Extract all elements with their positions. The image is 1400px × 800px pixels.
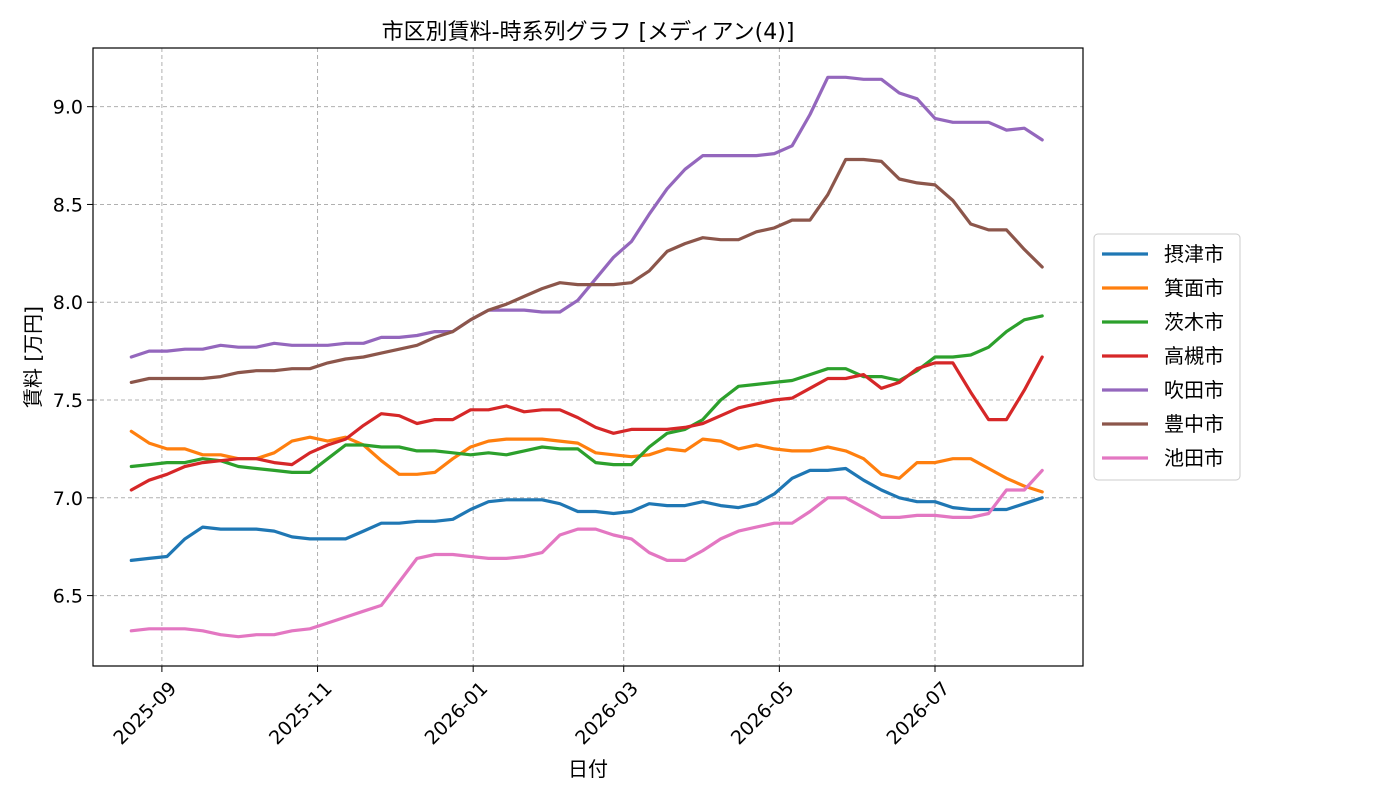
legend-label: 高槻市	[1164, 344, 1224, 368]
x-tick-label: 2026-03	[571, 678, 643, 750]
series-line-2	[129, 429, 1044, 494]
x-axis-ticks: 2025-09 2025-11 2026-01 2026-03 2026-05 2026-…	[109, 666, 954, 749]
legend-label: 吹田市	[1164, 378, 1224, 402]
grid	[93, 48, 1083, 666]
plot-frame	[92, 47, 1084, 667]
series-line-7	[129, 468, 1044, 639]
y-axis-ticks: 6.5 7.0 7.5 8.0 8.5 9.0	[53, 97, 93, 608]
y-axis-label: 賃料 [万円]	[21, 306, 45, 408]
y-tick-label: 7.5	[53, 390, 83, 412]
legend-label: 箕面市	[1164, 276, 1224, 300]
legend-label: 摂津市	[1164, 242, 1224, 266]
y-tick-label: 6.5	[53, 586, 83, 608]
y-tick-label: 9.0	[53, 97, 83, 119]
legend-label: 豊中市	[1164, 412, 1224, 436]
y-tick-label: 7.0	[53, 488, 83, 510]
x-tick-label: 2026-05	[727, 678, 799, 750]
legend-label: 池田市	[1164, 446, 1224, 470]
chart-title: 市区別賃料-時系列グラフ [メディアン(4)]	[382, 20, 795, 45]
x-tick-label: 2025-11	[265, 678, 337, 750]
y-tick-label: 8.0	[53, 292, 83, 314]
plot-area	[129, 75, 1044, 639]
x-tick-label: 2025-09	[109, 678, 181, 750]
series-line-1	[129, 466, 1044, 563]
legend-label: 茨木市	[1164, 310, 1224, 334]
y-tick-label: 8.5	[53, 194, 83, 216]
legend-box	[1093, 233, 1241, 481]
x-tick-label: 2026-01	[421, 678, 493, 750]
series-line-6	[129, 157, 1044, 384]
series-line-3	[129, 314, 1044, 474]
x-axis-label: 日付	[568, 757, 608, 781]
x-tick-label: 2026-07	[882, 678, 954, 750]
series-line-5	[129, 75, 1044, 359]
series-line-4	[129, 355, 1044, 492]
